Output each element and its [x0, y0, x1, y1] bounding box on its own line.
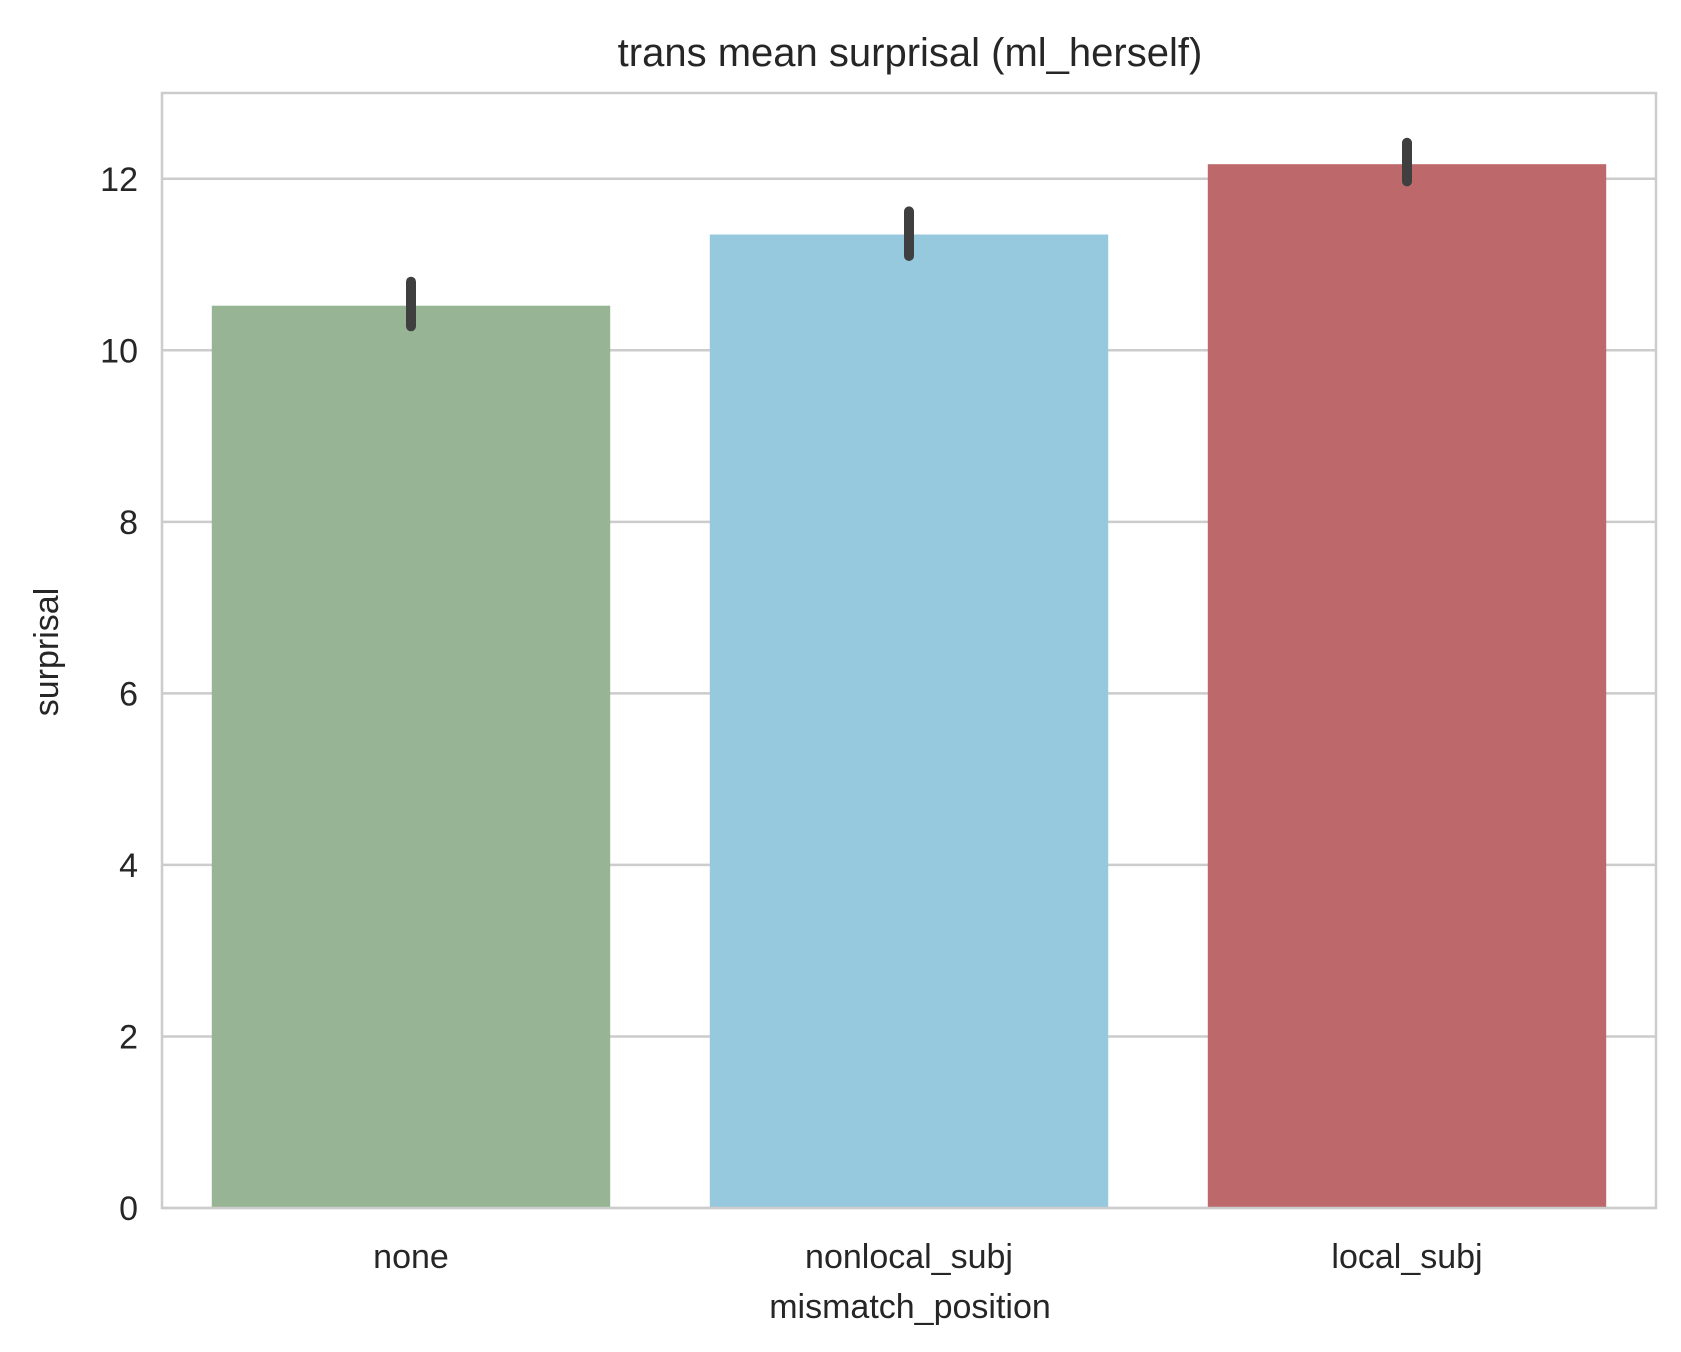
y-axis-label: surprisal: [28, 588, 66, 716]
y-tick-labels: 0 2 4 6 8 10 12: [100, 161, 138, 1228]
bars: [211, 164, 1607, 1208]
error-bars: [406, 137, 1412, 332]
y-tick-label: 12: [100, 161, 138, 199]
x-tick-label: none: [373, 1238, 449, 1276]
x-tick-label: nonlocal_subj: [805, 1238, 1013, 1276]
y-tick-label: 6: [119, 675, 138, 713]
plot-frame: [160, 91, 1658, 1210]
y-tick-label: 4: [119, 847, 138, 885]
y-tick-label: 8: [119, 504, 138, 542]
bar-local_subj: [1207, 164, 1607, 1208]
x-axis-label: mismatch_position: [769, 1288, 1051, 1326]
bar-nonlocal_subj: [709, 234, 1109, 1208]
bar-none: [211, 305, 611, 1208]
x-tick-label: local_subj: [1331, 1238, 1482, 1276]
y-tick-label: 0: [119, 1190, 138, 1228]
x-tick-labels: none nonlocal_subj local_subj: [373, 1238, 1482, 1276]
chart-title: trans mean surprisal (ml_herself): [618, 31, 1203, 75]
y-tick-label: 2: [119, 1018, 138, 1056]
y-tick-label: 10: [100, 332, 138, 370]
